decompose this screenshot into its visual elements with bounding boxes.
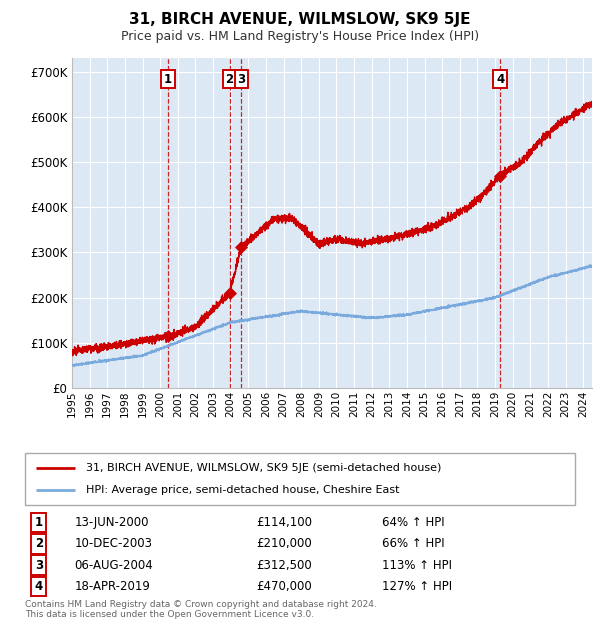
Text: £470,000: £470,000	[256, 580, 312, 593]
Text: 4: 4	[496, 73, 504, 86]
Text: HPI: Average price, semi-detached house, Cheshire East: HPI: Average price, semi-detached house,…	[86, 485, 399, 495]
Text: 2: 2	[35, 538, 43, 551]
Text: 31, BIRCH AVENUE, WILMSLOW, SK9 5JE: 31, BIRCH AVENUE, WILMSLOW, SK9 5JE	[129, 12, 471, 27]
Text: 1: 1	[164, 73, 172, 86]
Text: 3: 3	[35, 559, 43, 572]
Text: £312,500: £312,500	[256, 559, 312, 572]
Text: 13-JUN-2000: 13-JUN-2000	[74, 516, 149, 529]
Text: 3: 3	[237, 73, 245, 86]
Text: 18-APR-2019: 18-APR-2019	[74, 580, 151, 593]
Text: £114,100: £114,100	[256, 516, 312, 529]
Text: 66% ↑ HPI: 66% ↑ HPI	[383, 538, 445, 551]
Text: 127% ↑ HPI: 127% ↑ HPI	[383, 580, 452, 593]
Text: 10-DEC-2003: 10-DEC-2003	[74, 538, 152, 551]
Text: 1: 1	[35, 516, 43, 529]
FancyBboxPatch shape	[25, 453, 575, 505]
Text: 4: 4	[35, 580, 43, 593]
Text: 31, BIRCH AVENUE, WILMSLOW, SK9 5JE (semi-detached house): 31, BIRCH AVENUE, WILMSLOW, SK9 5JE (sem…	[86, 463, 441, 472]
Text: Contains HM Land Registry data © Crown copyright and database right 2024.
This d: Contains HM Land Registry data © Crown c…	[25, 600, 377, 619]
Text: 2: 2	[226, 73, 233, 86]
Text: 64% ↑ HPI: 64% ↑ HPI	[383, 516, 445, 529]
Text: £210,000: £210,000	[256, 538, 312, 551]
Text: 06-AUG-2004: 06-AUG-2004	[74, 559, 153, 572]
Text: 113% ↑ HPI: 113% ↑ HPI	[383, 559, 452, 572]
Text: Price paid vs. HM Land Registry's House Price Index (HPI): Price paid vs. HM Land Registry's House …	[121, 30, 479, 43]
